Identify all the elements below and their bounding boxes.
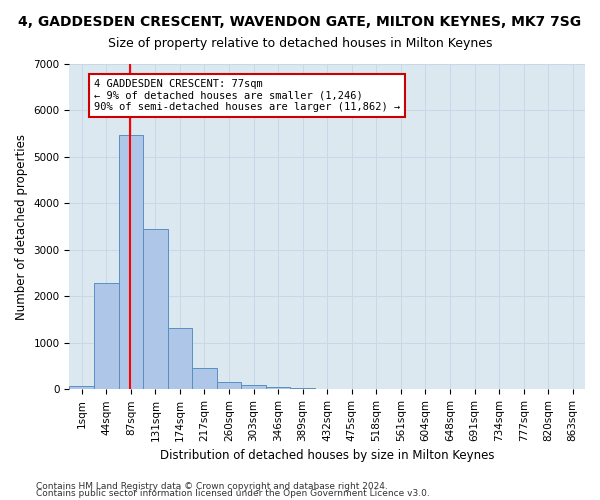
Text: Contains HM Land Registry data © Crown copyright and database right 2024.: Contains HM Land Registry data © Crown c…: [36, 482, 388, 491]
Bar: [290, 388, 315, 390]
Text: Size of property relative to detached houses in Milton Keynes: Size of property relative to detached ho…: [108, 38, 492, 51]
Y-axis label: Number of detached properties: Number of detached properties: [15, 134, 28, 320]
Text: 4 GADDESDEN CRESCENT: 77sqm
← 9% of detached houses are smaller (1,246)
90% of s: 4 GADDESDEN CRESCENT: 77sqm ← 9% of deta…: [94, 79, 400, 112]
Text: 4, GADDESDEN CRESCENT, WAVENDON GATE, MILTON KEYNES, MK7 7SG: 4, GADDESDEN CRESCENT, WAVENDON GATE, MI…: [19, 15, 581, 29]
Bar: [192, 368, 217, 390]
X-axis label: Distribution of detached houses by size in Milton Keynes: Distribution of detached houses by size …: [160, 450, 494, 462]
Bar: [241, 386, 266, 390]
Bar: [143, 230, 167, 390]
Bar: [217, 382, 241, 390]
Bar: [70, 386, 94, 390]
Text: Contains public sector information licensed under the Open Government Licence v3: Contains public sector information licen…: [36, 489, 430, 498]
Bar: [94, 284, 119, 390]
Bar: [167, 328, 192, 390]
Bar: [266, 387, 290, 390]
Bar: [119, 134, 143, 390]
